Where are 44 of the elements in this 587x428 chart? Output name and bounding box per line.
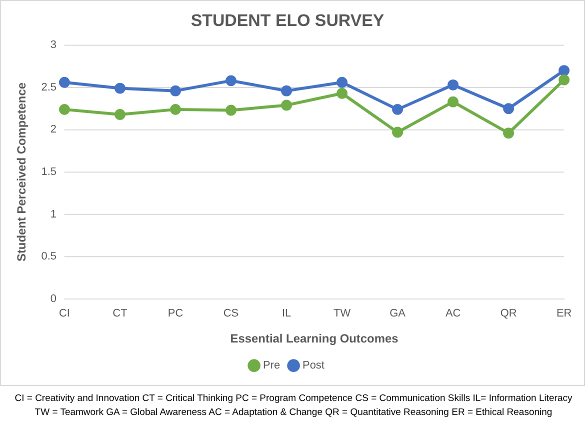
y-tick-label: 3: [50, 39, 56, 52]
x-tick-label: CI: [59, 307, 70, 320]
point: [336, 76, 348, 88]
legend-label: Post: [302, 360, 324, 372]
point: [503, 103, 514, 114]
point: [114, 82, 126, 94]
x-tick-label: PC: [168, 307, 184, 320]
point: [58, 104, 70, 115]
point: [170, 104, 181, 115]
point: [448, 79, 459, 90]
x-tick-label: QR: [500, 307, 517, 320]
y-tick-label: 1: [50, 208, 56, 220]
point: [558, 74, 570, 86]
text: CI = Creativity and Innovation CT = Critical Thinking PC = Program Competence CS = Communication Skills IL= Information Literacy: [14, 392, 574, 406]
y-tick-label: 2: [50, 124, 56, 136]
point: [392, 104, 404, 115]
point: [170, 85, 181, 96]
x-tick-label: CT: [112, 307, 128, 320]
point: [58, 76, 70, 88]
x-axis-title: Essential Learning Outcomes: [230, 331, 399, 346]
point: [226, 75, 236, 86]
text: TW = Teamwork GA = Global Awareness AC = Adaptation & Change QR = Quantitative Reasoning ER = Ethical Reasoning: [34, 406, 554, 420]
x-tick-label: GA: [390, 307, 406, 320]
legend-label: Pre: [263, 360, 280, 372]
x-tick-label: TW: [334, 307, 352, 320]
x-tick-label: ER: [556, 307, 572, 320]
y-tick-label: 0: [50, 292, 56, 305]
point: [392, 126, 404, 138]
point: [281, 85, 292, 96]
point: [281, 100, 292, 111]
x-tick-label: AC: [445, 307, 461, 320]
point: [114, 109, 126, 120]
y-tick-label: 1.5: [41, 166, 56, 178]
point: [558, 65, 570, 76]
chart-title: STUDENT ELO SURVEY: [190, 10, 384, 30]
x-tick-label: IL: [282, 307, 292, 320]
point: [503, 128, 514, 139]
y-axis-title: Student Perceived Competence: [14, 82, 28, 262]
point: [336, 88, 348, 99]
y-tick-label: 0.5: [41, 250, 56, 263]
point: [448, 96, 459, 108]
x-tick-label: CS: [223, 307, 239, 320]
y-tick-label: 2.5: [41, 81, 56, 94]
point: [226, 104, 236, 116]
